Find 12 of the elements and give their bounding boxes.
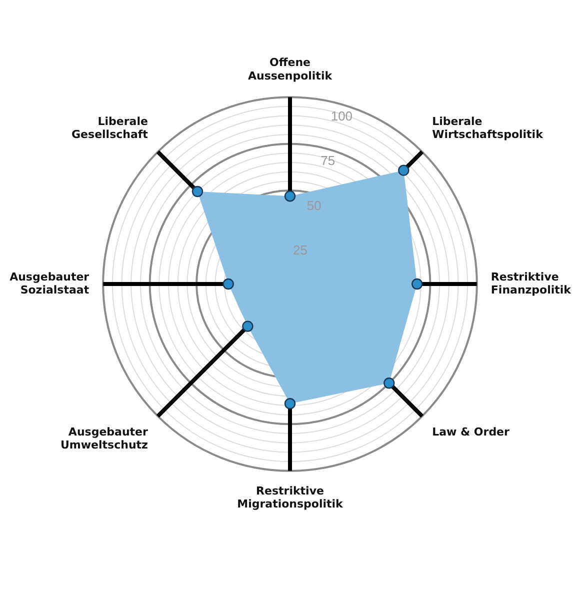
y-tick-label: 50 — [306, 198, 322, 213]
spoke-label: Liberale Wirtschaftspolitik — [432, 114, 544, 142]
spoke-label: Ausgebauter Sozialstaat — [10, 270, 90, 296]
y-tick-label: 25 — [293, 242, 308, 258]
spoke-label: Restriktive Finanzpolitik — [490, 270, 572, 296]
y-tick-label: 75 — [320, 153, 336, 168]
spoke-label: Restriktive Migrationspolitik — [237, 484, 344, 511]
spoke-label: Offene Aussenpolitik — [248, 56, 333, 82]
spoke-label: Ausgebauter Umweltschutz — [60, 426, 149, 452]
spoke-label: Law & Order — [432, 426, 510, 439]
y-tick-label: 100 — [330, 108, 353, 124]
spoke-label: Liberale Gesellschaft — [72, 114, 148, 142]
